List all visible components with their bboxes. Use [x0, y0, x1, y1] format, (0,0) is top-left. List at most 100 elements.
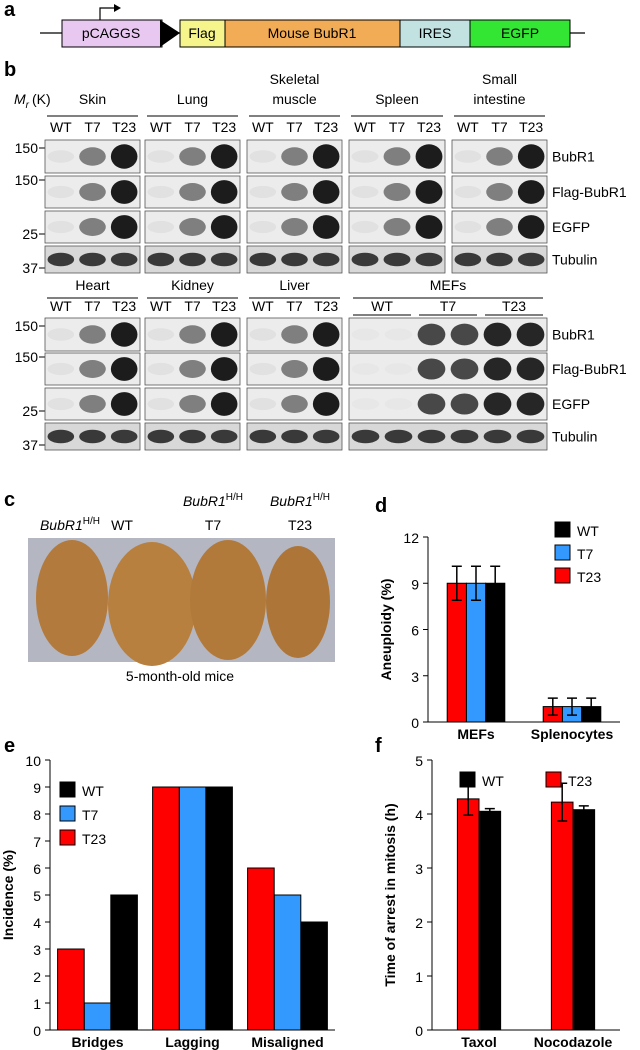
lane-label: WT — [50, 298, 72, 314]
bar — [273, 894, 302, 1031]
lane-label: T7 — [440, 298, 457, 314]
blot — [348, 352, 548, 386]
y-tick-label: 6 — [411, 623, 419, 639]
band — [110, 392, 138, 416]
y-tick-label: 0 — [415, 1023, 423, 1039]
lane-label: T7 — [84, 119, 101, 135]
band — [249, 362, 277, 376]
gene-sup: H/H — [226, 492, 243, 503]
mouse — [190, 540, 266, 660]
tissue-name: Skin — [79, 91, 106, 107]
bar — [57, 948, 85, 1031]
band — [415, 144, 443, 169]
band — [47, 328, 75, 341]
mouse — [108, 542, 196, 666]
legend-label: T7 — [82, 807, 99, 823]
band — [383, 252, 411, 267]
band — [147, 362, 175, 376]
y-tick-label: 7 — [33, 834, 41, 850]
band — [486, 183, 513, 201]
band — [210, 215, 238, 239]
error-bar — [578, 805, 589, 815]
y-tick-label: 5 — [415, 753, 423, 769]
panel-label: e — [4, 735, 15, 757]
x-tick-label: Misaligned — [251, 1034, 323, 1050]
mw-marker: 150 — [15, 172, 39, 188]
row-label: EGFP — [552, 219, 590, 235]
lane-label: T23 — [112, 119, 136, 135]
bar — [485, 582, 506, 723]
y-tick-label: 12 — [403, 530, 419, 546]
band — [454, 150, 482, 163]
lane-label: WT — [50, 119, 72, 135]
band — [147, 220, 175, 234]
y-tick-label: 10 — [25, 753, 41, 769]
lane-label: T7 — [491, 119, 508, 135]
flag-box — [179, 19, 226, 48]
band — [486, 252, 513, 267]
band — [210, 144, 238, 169]
band — [47, 185, 75, 199]
band — [351, 185, 379, 199]
band — [110, 322, 138, 347]
band — [312, 429, 340, 444]
bar — [446, 582, 467, 723]
row-label: Tubulin — [552, 252, 597, 268]
tissue-name: Spleen — [375, 91, 419, 107]
tss-arrow — [99, 7, 114, 20]
legend-swatch — [59, 781, 76, 798]
band — [47, 429, 75, 444]
band — [415, 180, 443, 204]
band — [281, 147, 308, 166]
tissue-name: MEFs — [430, 277, 467, 293]
band — [312, 322, 340, 347]
bubr1-box — [224, 19, 401, 48]
band — [516, 322, 545, 347]
y-tick-label: 6 — [33, 861, 41, 877]
bar — [550, 801, 574, 1031]
lane-label: WT — [150, 298, 172, 314]
band — [351, 252, 379, 267]
mw-marker: 150 — [15, 318, 39, 334]
band — [210, 252, 238, 267]
mw-marker: 150 — [15, 140, 39, 156]
tissue-name: muscle — [272, 91, 317, 107]
tissue-name: Kidney — [171, 277, 214, 293]
band — [249, 328, 277, 341]
tissue-name: Skeletal — [270, 71, 320, 87]
bar — [178, 786, 207, 1031]
error-bar — [484, 807, 495, 815]
band — [454, 185, 482, 199]
lane-label: WT — [150, 119, 172, 135]
band — [281, 429, 308, 444]
error-bar — [490, 565, 501, 601]
band — [47, 397, 75, 411]
bar — [205, 786, 233, 1031]
y-tick-label: 3 — [415, 861, 423, 877]
band — [450, 429, 479, 444]
band — [79, 147, 106, 166]
mr-sub: r — [26, 100, 30, 111]
panel-label: c — [4, 489, 15, 511]
bar — [247, 867, 275, 1031]
genotype: BubR1H/H — [40, 516, 100, 533]
band — [516, 429, 545, 444]
band — [249, 150, 277, 163]
lane-label: T23 — [112, 298, 136, 314]
y-tick-label: 4 — [33, 915, 41, 931]
band — [110, 252, 138, 267]
y-tick-label: 4 — [415, 807, 423, 823]
band — [384, 429, 413, 444]
band — [417, 323, 446, 346]
panel-label: d — [375, 495, 387, 517]
band — [312, 357, 340, 381]
band — [454, 220, 482, 234]
band — [79, 360, 106, 378]
lane-label: T23 — [212, 298, 236, 314]
tissue-name: Lung — [177, 91, 208, 107]
band — [417, 358, 446, 380]
part-text: EGFP — [501, 25, 539, 41]
blot — [348, 422, 548, 451]
band — [249, 220, 277, 234]
